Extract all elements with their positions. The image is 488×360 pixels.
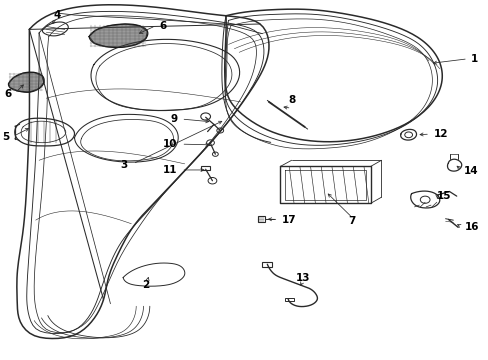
Text: 14: 14 bbox=[463, 166, 478, 176]
Text: 2: 2 bbox=[142, 280, 149, 290]
Text: 7: 7 bbox=[348, 216, 355, 226]
Circle shape bbox=[216, 128, 223, 133]
Text: 4: 4 bbox=[53, 10, 61, 20]
Text: 16: 16 bbox=[464, 222, 479, 232]
Polygon shape bbox=[8, 72, 44, 92]
Polygon shape bbox=[89, 24, 147, 47]
Circle shape bbox=[201, 113, 210, 120]
Text: 9: 9 bbox=[170, 114, 177, 124]
Text: 5: 5 bbox=[2, 132, 9, 142]
Text: 12: 12 bbox=[433, 129, 447, 139]
Text: 6: 6 bbox=[4, 89, 11, 99]
Circle shape bbox=[208, 177, 216, 184]
Text: 3: 3 bbox=[121, 160, 128, 170]
Text: 13: 13 bbox=[295, 273, 309, 283]
Circle shape bbox=[212, 152, 218, 156]
Circle shape bbox=[404, 132, 412, 138]
Circle shape bbox=[420, 196, 429, 203]
FancyBboxPatch shape bbox=[285, 298, 293, 301]
FancyBboxPatch shape bbox=[262, 262, 272, 267]
Text: 1: 1 bbox=[469, 54, 477, 64]
FancyBboxPatch shape bbox=[201, 166, 209, 170]
FancyBboxPatch shape bbox=[257, 216, 264, 222]
Text: 15: 15 bbox=[436, 191, 451, 201]
Text: 6: 6 bbox=[159, 21, 166, 31]
Text: 17: 17 bbox=[281, 215, 296, 225]
Text: 8: 8 bbox=[287, 95, 295, 105]
Text: 11: 11 bbox=[163, 165, 177, 175]
Text: 10: 10 bbox=[163, 139, 177, 149]
Circle shape bbox=[206, 140, 214, 145]
